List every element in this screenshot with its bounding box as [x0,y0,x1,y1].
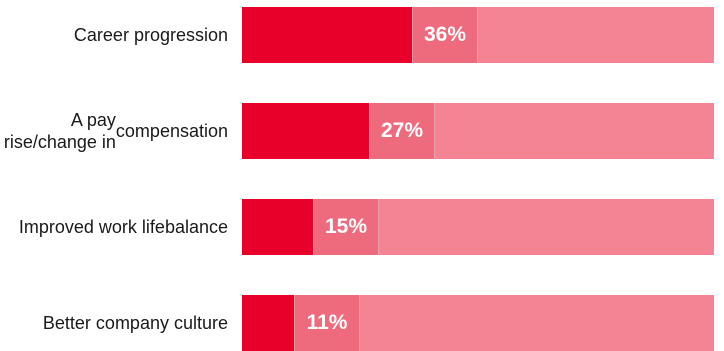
category-label: A pay rise/change in compensation [0,103,228,159]
value-label: 27% [369,103,435,159]
category-label-line: balance [165,216,228,238]
category-label-line: A pay rise/change in [0,109,116,153]
bar-row: Improved work life balance 15% [0,199,724,255]
bar-fill [242,199,313,255]
value-label: 11% [294,295,360,351]
value-label: 36% [412,7,478,63]
bar-fill [242,295,294,351]
category-label: Improved work life balance [0,199,228,255]
category-label-line: compensation [116,120,228,142]
category-label-line: Better company culture [43,312,228,334]
category-label-line: Improved work life [19,216,165,238]
category-label-line: Career progression [74,24,228,46]
bar-fill [242,7,412,63]
category-label: Better company culture [0,295,228,351]
bar-fill [242,103,369,159]
category-label: Career progression [0,7,228,63]
bar-row: A pay rise/change in compensation 27% [0,103,724,159]
value-label: 15% [313,199,379,255]
bar-row: Better company culture 11% [0,295,724,351]
bar-row: Career progression 36% [0,7,724,63]
